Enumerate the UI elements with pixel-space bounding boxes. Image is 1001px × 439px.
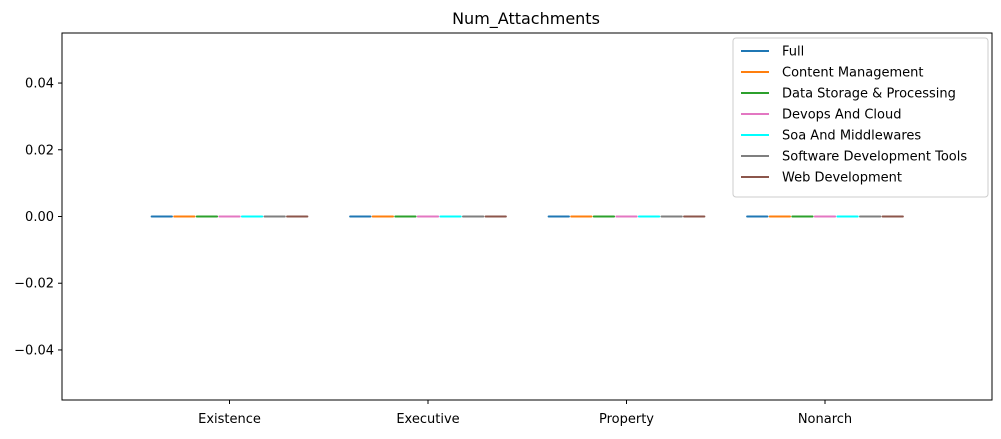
y-tick-label: 0.04 — [25, 77, 54, 92]
y-tick-label: 0.00 — [25, 210, 54, 225]
y-axis: 0.04 0.02 0.00 −0.02 −0.04 — [14, 77, 62, 358]
legend-label: Full — [782, 45, 804, 60]
x-tick-label: Nonarch — [798, 412, 852, 427]
legend-label: Content Management — [782, 66, 923, 81]
x-tick-label: Executive — [396, 412, 459, 427]
y-tick-label: −0.02 — [14, 277, 54, 292]
x-tick-label: Existence — [198, 412, 261, 427]
legend-label: Software Development Tools — [782, 150, 967, 165]
y-tick-label: −0.04 — [14, 343, 54, 358]
legend-frame — [732, 37, 989, 198]
y-tick-label: 0.02 — [25, 143, 54, 158]
legend-label: Web Development — [782, 171, 902, 186]
legend: Full Content Management Data Storage & Pro… — [732, 37, 989, 198]
plot-frame — [61, 32, 993, 401]
chart-title: Num_Attachments — [452, 9, 600, 29]
legend-label: Data Storage & Processing — [782, 87, 956, 102]
x-axis: Existence Executive Property Nonarch — [198, 400, 852, 427]
legend-label: Soa And Middlewares — [782, 129, 921, 144]
x-tick-label: Property — [599, 412, 654, 427]
legend-label: Devops And Cloud — [782, 108, 901, 123]
